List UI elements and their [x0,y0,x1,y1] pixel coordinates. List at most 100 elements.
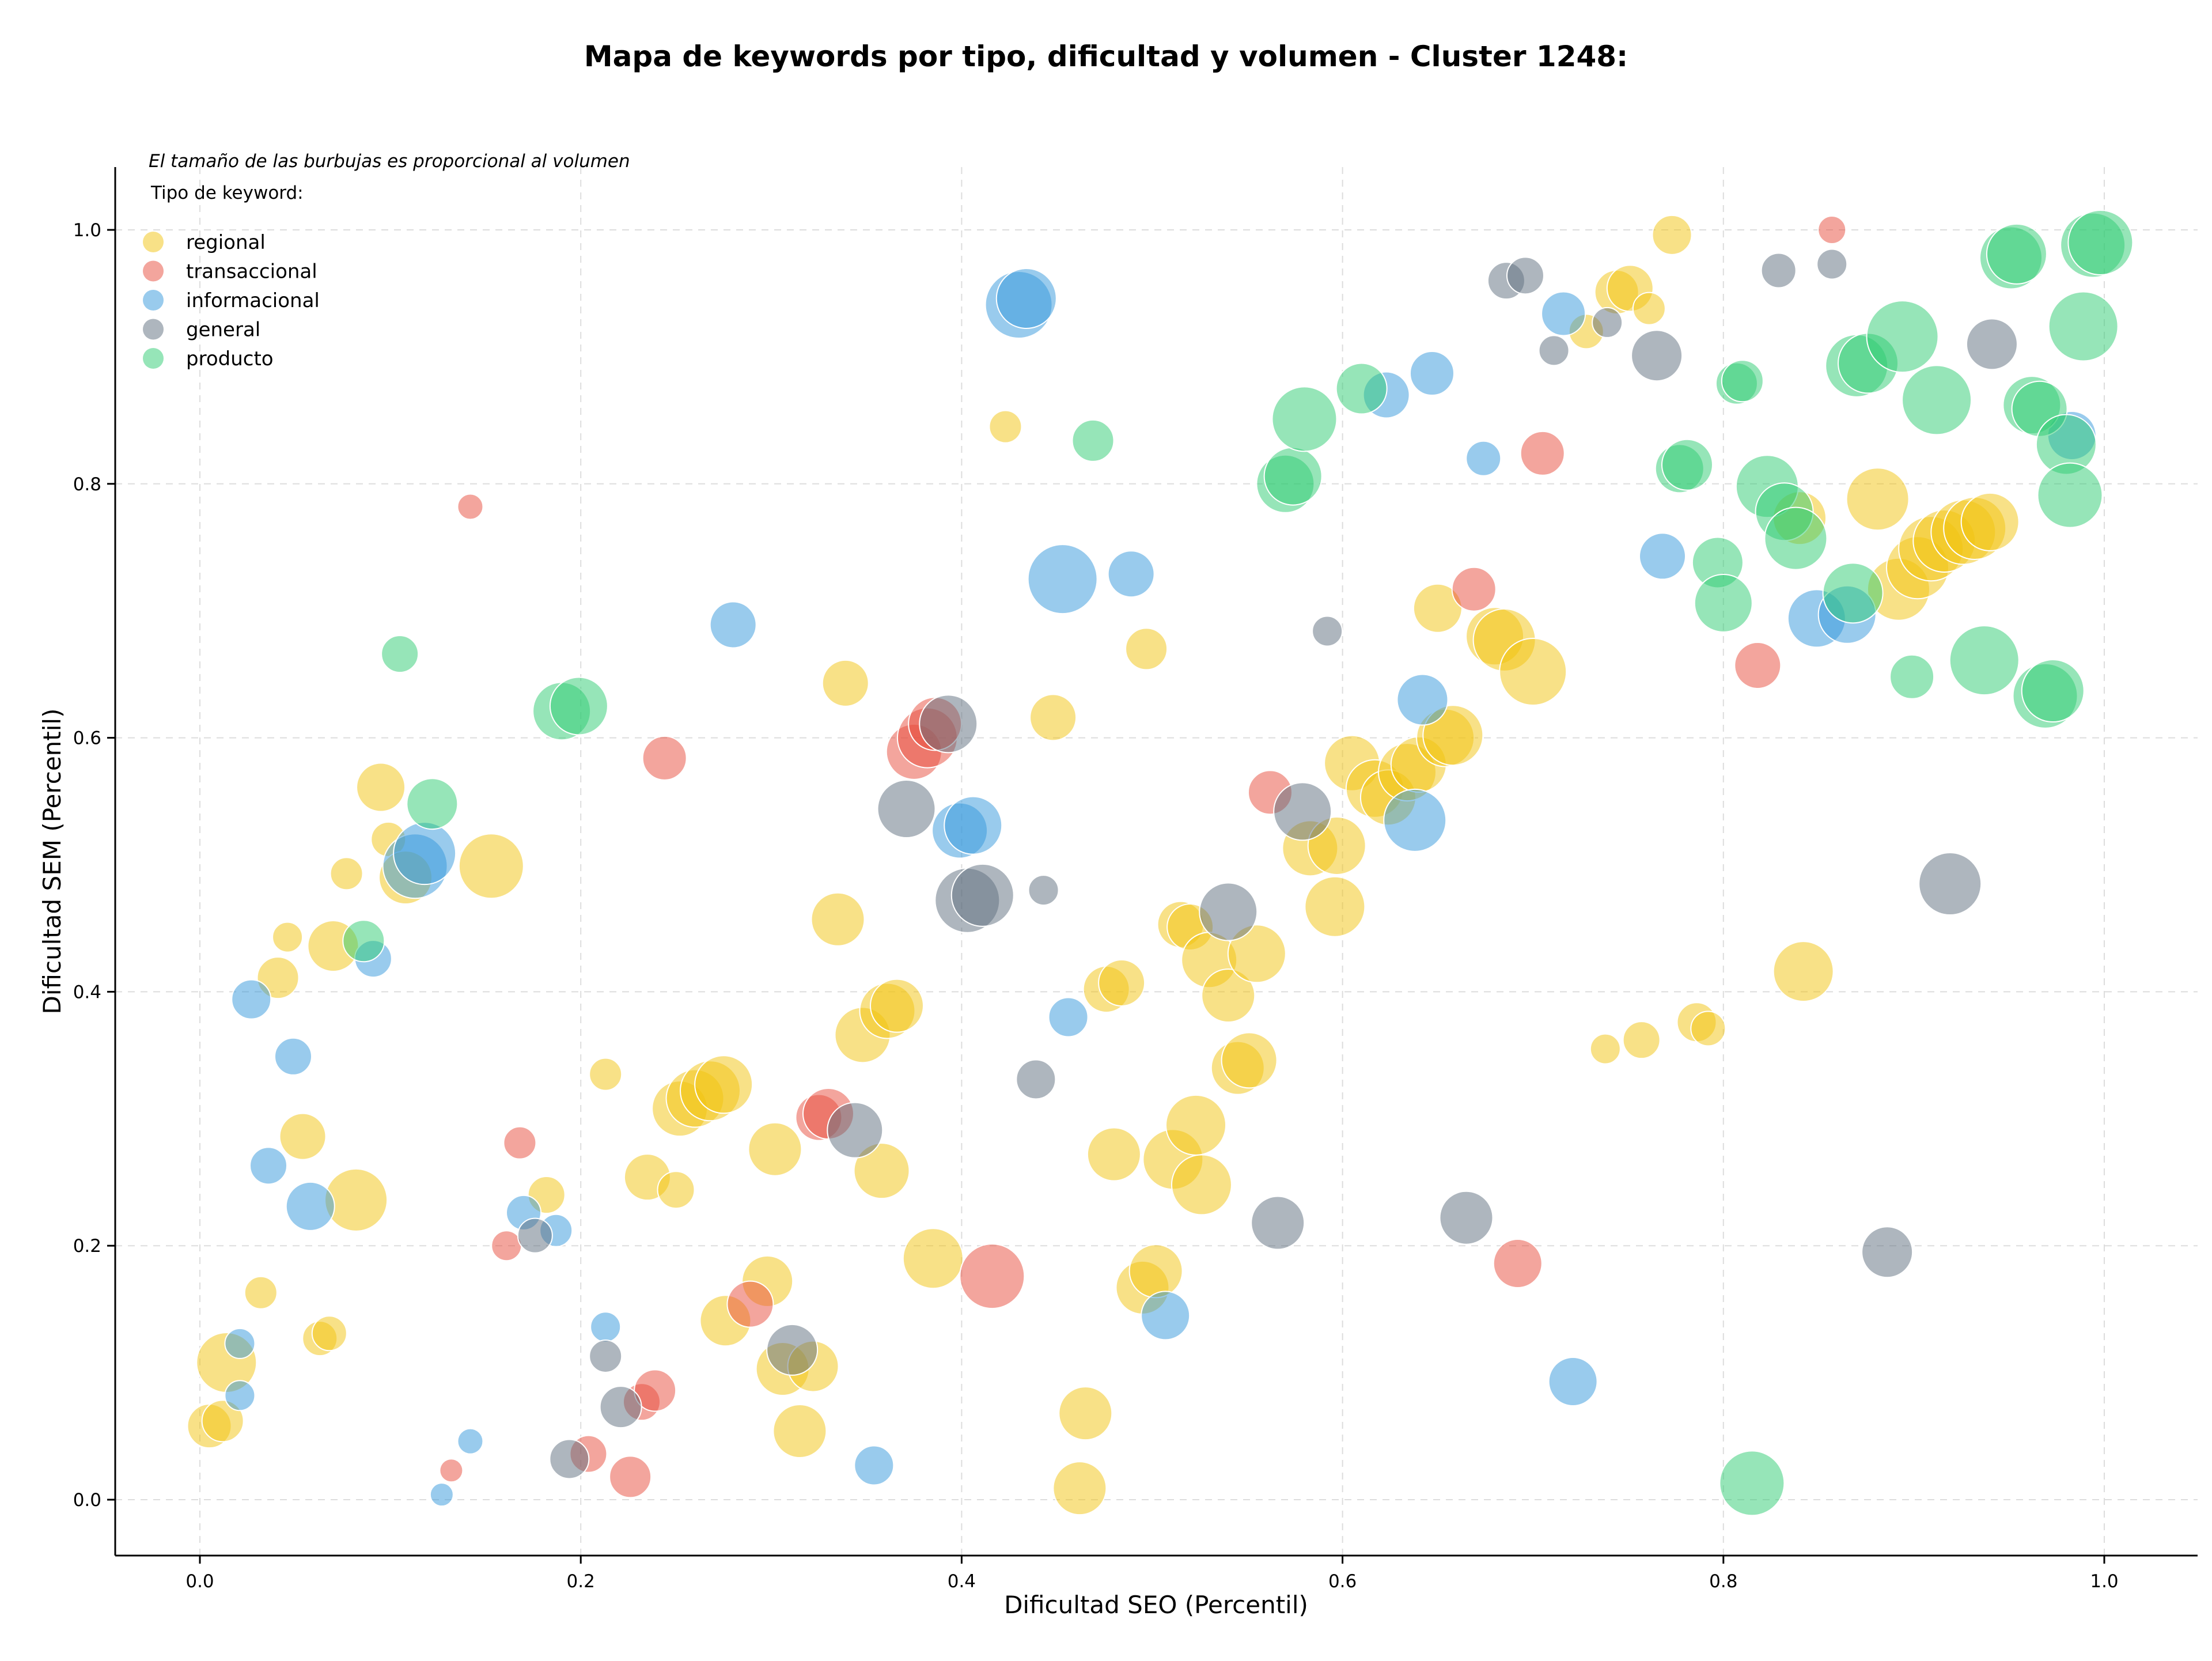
bubble-regional [1304,876,1366,937]
bubble-regional [853,1142,910,1200]
bubbles-layer [187,210,2134,1516]
bubble-regional [1165,1094,1227,1156]
legend-label: producto [186,347,274,370]
bubble-producto [2021,659,2085,723]
bubble-producto [2037,462,2103,528]
bubble-regional [748,1122,802,1176]
legend-marker [143,348,164,369]
x-tick-label: 0.0 [185,1571,214,1592]
bubble-regional [1846,467,1910,531]
bubble-regional [356,762,406,812]
bubble-general [599,1386,642,1429]
y-tick-label: 0.8 [73,474,101,495]
bubble-producto [549,676,608,736]
bubble-producto [1721,360,1764,403]
bubble-producto [2048,291,2119,362]
bubble-informacional [393,822,457,886]
y-tick-label: 1.0 [73,220,101,241]
x-tick-label: 0.4 [948,1571,976,1592]
legend-item-transaccional: transaccional [143,260,317,283]
y-axis-label: Dificultad SEM (Percentil) [38,709,66,1015]
bubble-producto [1335,362,1388,415]
bubble-regional [1098,959,1146,1007]
bubble-regional [657,1171,695,1209]
bubble-producto [1719,1450,1785,1516]
bubble-general [766,1323,819,1376]
bubble-general [1816,248,1848,280]
bubble-transaccional [1493,1239,1543,1289]
legend-label: regional [186,231,266,254]
bubble-transaccional [439,1458,464,1483]
bubble-informacional [854,1445,895,1486]
bubble-informacional [231,979,272,1020]
x-tick-label: 1.0 [2090,1571,2118,1592]
y-tick-label: 0.6 [73,728,101,749]
bubble-regional [311,1315,347,1352]
bubble-regional [772,1403,827,1458]
legend-title: Tipo de keyword: [150,183,304,203]
bubble-regional [1171,1154,1232,1216]
series-transaccional [439,215,1847,1499]
bubble-regional [902,1228,964,1289]
bubble-informacional [1383,788,1447,852]
bubble-general [549,1439,590,1480]
bubble-producto [1949,625,2020,696]
bubble-regional [1690,1011,1726,1047]
bubble-producto [1764,506,1828,570]
bubble-general [1760,252,1797,289]
bubble-regional [329,857,363,891]
bubble-regional [1632,292,1666,326]
bubble-general [1631,330,1683,382]
bubble-general [1918,852,1982,916]
bubble-regional [244,1276,278,1310]
bubble-general [1199,882,1258,941]
bubble-general [1251,1195,1305,1250]
legend-label: general [186,319,260,342]
bubble-regional [1029,694,1077,741]
legend-marker [143,319,164,340]
legend-item-informacional: informacional [143,289,320,312]
bubble-regional [1960,492,2020,551]
bubble-producto [1986,223,2047,285]
legend-label: informacional [186,289,320,312]
bubble-informacional [457,1428,484,1455]
bubble-informacional [224,1327,256,1359]
bubble-general [827,1102,884,1159]
legend-item-regional: regional [143,231,266,254]
bubble-producto [406,778,459,830]
bubble-general [950,863,1014,927]
bubble-regional [1052,1461,1107,1516]
bubble-informacional [1639,532,1687,580]
bubble-informacional [1409,351,1455,396]
bubble-regional [279,1113,327,1160]
bubble-regional [1201,968,1256,1023]
bubble-general [1506,256,1544,295]
bubble-transaccional [1451,566,1497,612]
bubble-informacional [1465,440,1502,476]
bubble-regional [1499,637,1567,706]
bubble-regional [1772,941,1834,1002]
bubble-informacional [1048,997,1089,1038]
bubble-informacional [1541,291,1586,336]
bubble-producto [1661,438,1713,491]
bubble-transaccional [1520,430,1565,476]
series-general [517,248,2018,1480]
bubble-regional [458,833,524,899]
legend-marker [143,232,164,252]
bubble-producto [381,635,419,674]
bubble-general [1439,1190,1494,1245]
bubble-regional [272,921,304,953]
bubble-regional [1058,1386,1113,1441]
x-axis-ticks: 0.0 0.2 0.4 0.6 0.8 1.0 [185,1556,2119,1592]
bubble-transaccional [959,1243,1025,1310]
bubble-regional [810,892,865,947]
bubble-general [1538,335,1570,366]
bubble-regional [821,659,869,707]
bubble-informacional [1141,1291,1191,1341]
bubble-producto [1694,573,1753,633]
bubble-regional [589,1057,623,1091]
bubble-general [1965,318,2018,370]
bubble-producto [1071,419,1115,462]
bubble-informacional [1396,674,1449,726]
